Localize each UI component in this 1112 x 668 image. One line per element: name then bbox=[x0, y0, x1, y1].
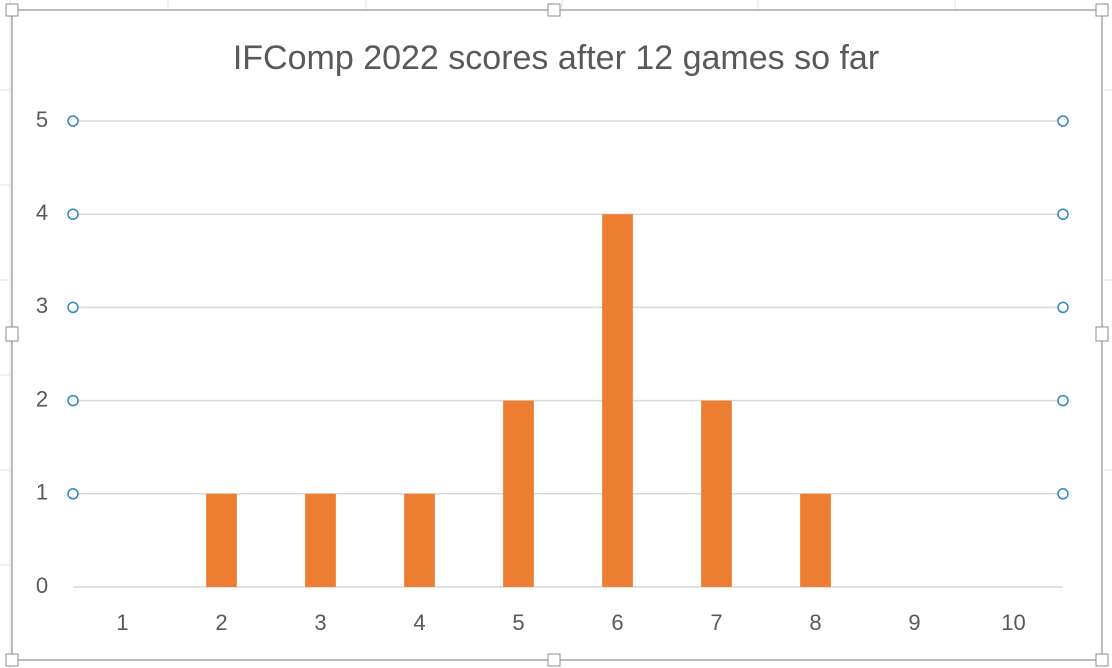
gridline-handle bbox=[1057, 488, 1069, 500]
bar bbox=[404, 493, 435, 587]
x-tick-label: 5 bbox=[512, 610, 524, 635]
gridline-handle bbox=[1057, 301, 1069, 314]
y-tick-label: 5 bbox=[36, 107, 48, 132]
chart-title: IFComp 2022 scores after 12 games so far bbox=[233, 39, 879, 77]
gridline-handle bbox=[1057, 394, 1069, 407]
bar bbox=[800, 493, 831, 587]
bar bbox=[701, 400, 732, 587]
resize-handles[interactable] bbox=[5, 3, 1109, 667]
y-tick-label: 3 bbox=[36, 293, 48, 318]
gridline-handle bbox=[67, 301, 79, 314]
y-tick-label: 0 bbox=[36, 573, 48, 598]
bar bbox=[305, 493, 336, 587]
x-tick-label: 6 bbox=[611, 610, 623, 635]
gridline-handle bbox=[67, 394, 79, 407]
x-tick-label: 7 bbox=[710, 610, 722, 635]
y-tick-label: 2 bbox=[36, 386, 48, 411]
x-tick-label: 3 bbox=[314, 610, 326, 635]
gridline-handle bbox=[67, 488, 79, 500]
gridline-handle bbox=[67, 208, 79, 220]
x-tick-label: 2 bbox=[215, 610, 227, 635]
gridline-handle bbox=[1057, 115, 1069, 127]
chart-frame[interactable] bbox=[11, 9, 1103, 661]
x-tick-label: 1 bbox=[116, 610, 128, 635]
y-tick-label: 1 bbox=[36, 480, 48, 505]
y-tick-label: 4 bbox=[36, 200, 48, 225]
bar bbox=[206, 493, 237, 587]
bar bbox=[602, 214, 633, 587]
x-tick-label: 8 bbox=[809, 610, 821, 635]
x-tick-label: 9 bbox=[908, 610, 920, 635]
x-tick-label: 4 bbox=[413, 610, 425, 635]
bar bbox=[503, 400, 534, 587]
x-tick-label: 10 bbox=[1001, 610, 1025, 635]
gridline-handle bbox=[67, 115, 79, 127]
gridline-handle bbox=[1057, 208, 1069, 220]
